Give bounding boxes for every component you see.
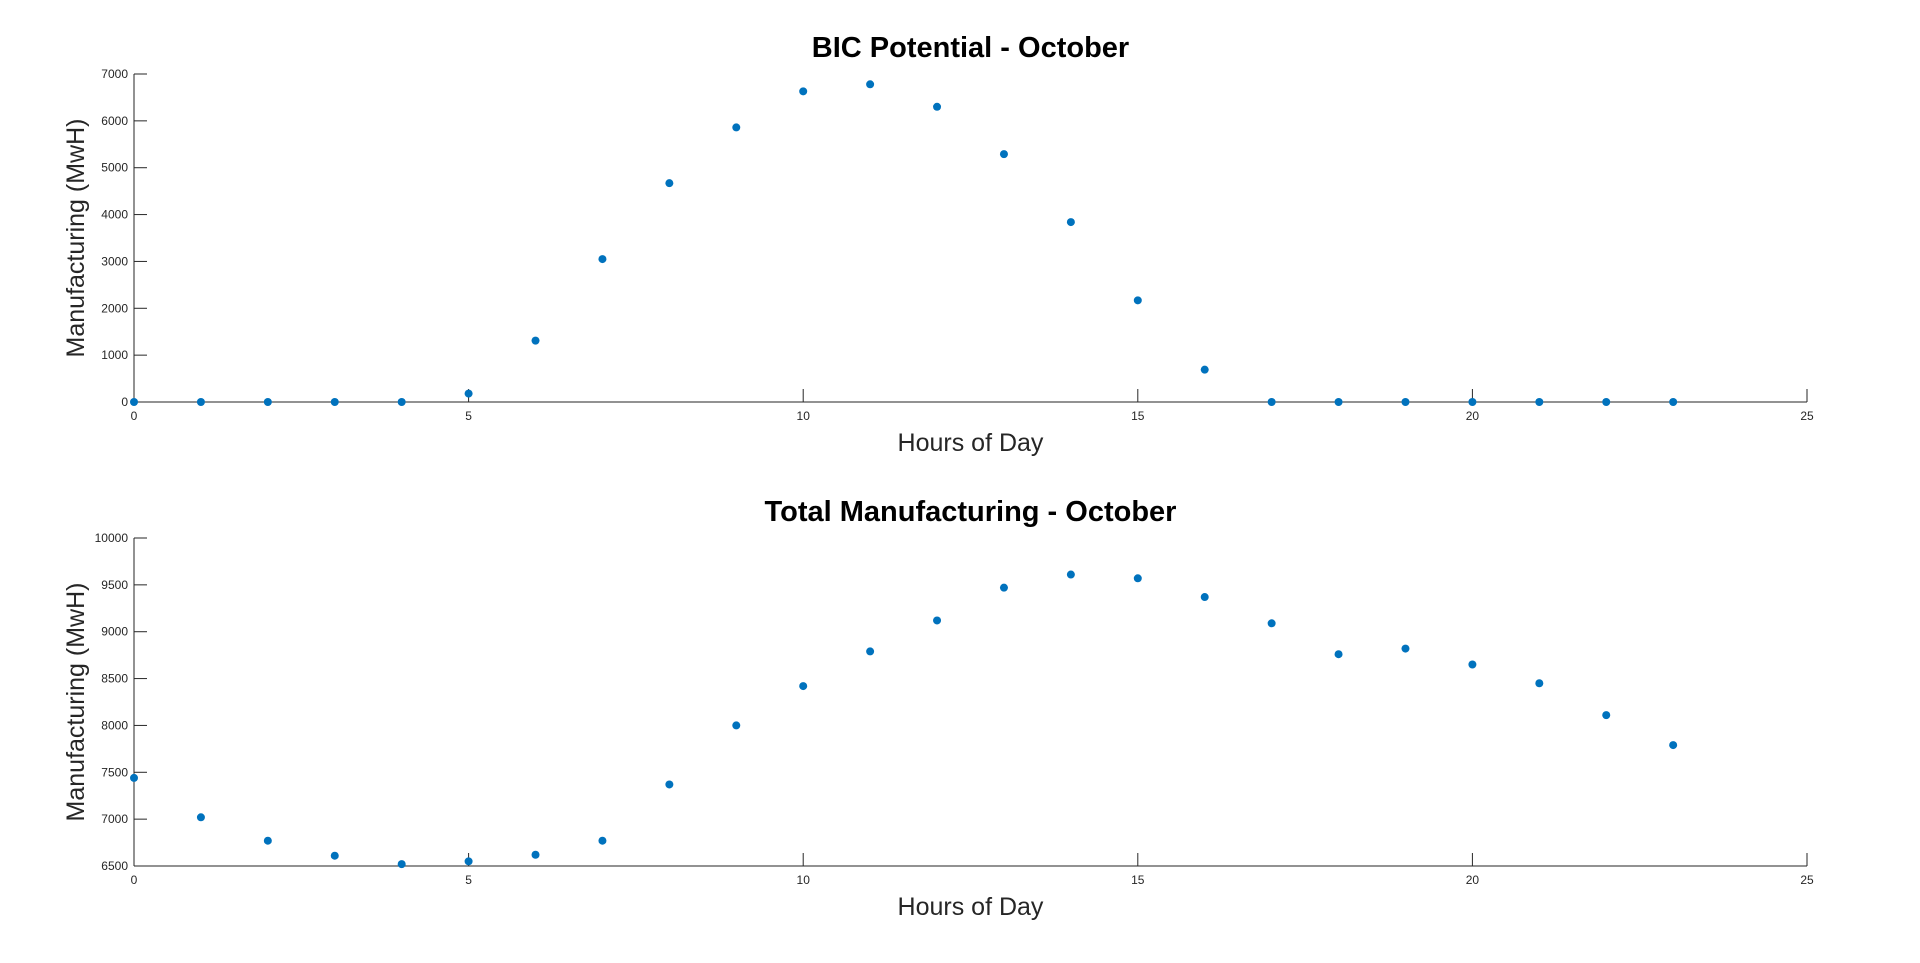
chart-2-data-point xyxy=(1200,593,1209,602)
chart-1-data-point xyxy=(263,398,272,406)
chart-1-y-axis-label: Manufacturing (MwH) xyxy=(62,119,90,358)
chart-2-y-tick-label: 7500 xyxy=(101,765,128,779)
chart-2-x-axis-label: Hours of Day xyxy=(898,893,1044,921)
chart-2-x-tick-label: 5 xyxy=(465,873,472,887)
chart-1-data-point xyxy=(397,398,406,406)
chart-2-data-point xyxy=(999,583,1008,592)
chart-1-data-point xyxy=(531,336,540,345)
chart-2-data-point xyxy=(1334,650,1343,659)
chart-2-data-point xyxy=(1401,644,1410,653)
chart-2-x-tick-label: 10 xyxy=(797,873,811,887)
chart-2-y-tick-label: 10000 xyxy=(95,531,129,545)
chart-2-data-point xyxy=(732,721,741,730)
chart-1-y-tick-label: 2000 xyxy=(101,301,128,315)
chart-2-data-point xyxy=(1535,679,1544,688)
chart-1-x-tick-label: 15 xyxy=(1131,409,1145,423)
chart-1-data-point xyxy=(196,398,205,406)
chart-2-y-tick-label: 8000 xyxy=(101,718,128,732)
chart-2-data-point xyxy=(330,851,339,860)
chart-1-data-point xyxy=(1602,398,1611,406)
chart-1-x-tick-label: 0 xyxy=(131,409,138,423)
chart-2: Total Manufacturing - October 0 5 10 15 20 25 6… xyxy=(62,496,1814,921)
chart-1-y-tick-label: 3000 xyxy=(101,254,128,268)
chart-1-x-tick-label: 25 xyxy=(1800,409,1814,423)
chart-1-data-point xyxy=(1267,398,1276,406)
chart-1-data-point xyxy=(1669,398,1678,406)
chart-2-data-point xyxy=(1602,711,1611,720)
chart-2-y-tick-label: 6500 xyxy=(101,859,128,873)
chart-2-data-point xyxy=(1468,660,1477,669)
chart-1-title: BIC Potential - October xyxy=(812,32,1129,64)
chart-1: BIC Potential - October 0 5 10 15 20 25 0 1000 20… xyxy=(62,32,1814,457)
chart-2-data-point xyxy=(1066,570,1075,579)
chart-2-x-tick-label: 15 xyxy=(1131,873,1145,887)
chart-2-data-point xyxy=(1133,574,1142,583)
chart-2-y-tick-label: 7000 xyxy=(101,812,128,826)
chart-2-data-point xyxy=(799,682,808,691)
chart-1-data-point xyxy=(732,123,741,132)
chart-1-y-tick-label: 6000 xyxy=(101,114,128,128)
chart-2-x-tick-label: 25 xyxy=(1800,873,1814,887)
chart-2-data-point xyxy=(130,773,138,782)
chart-2-data-point xyxy=(531,850,540,859)
chart-2-x-tick-label: 20 xyxy=(1466,873,1480,887)
chart-1-data-point xyxy=(665,179,674,188)
chart-1-data-point xyxy=(130,398,138,406)
chart-2-title: Total Manufacturing - October xyxy=(765,496,1177,528)
chart-2-y-tick-label: 9500 xyxy=(101,578,128,592)
chart-2-data-point xyxy=(598,836,607,845)
chart-2-data-point xyxy=(397,860,406,869)
chart-2-data-point xyxy=(263,836,272,845)
chart-1-data-point xyxy=(866,80,875,89)
chart-2-data-point xyxy=(665,780,674,789)
chart-1-data-point xyxy=(464,389,473,398)
chart-1-x-tick-label: 10 xyxy=(797,409,811,423)
chart-1-y-tick-label: 5000 xyxy=(101,161,128,175)
chart-1-x-axis-label: Hours of Day xyxy=(898,429,1044,457)
chart-2-data-point xyxy=(1267,619,1276,628)
chart-2-y-tick-label: 9000 xyxy=(101,625,128,639)
chart-1-data-point xyxy=(799,87,808,96)
chart-1-data-point xyxy=(1401,398,1410,406)
chart-1-data-point xyxy=(999,150,1008,159)
chart-1-data-point xyxy=(598,255,607,264)
chart-2-data-point xyxy=(464,857,473,866)
chart-1-x-tick-label: 5 xyxy=(465,409,472,423)
chart-2-data-point xyxy=(933,616,942,625)
chart-2-x-tick-label: 0 xyxy=(131,873,138,887)
chart-1-data-point xyxy=(1535,398,1544,406)
chart-1-y-tick-label: 4000 xyxy=(101,208,128,222)
chart-1-y-tick-label: 1000 xyxy=(101,348,128,362)
chart-2-data-point xyxy=(196,813,205,822)
chart-1-data-point xyxy=(330,398,339,406)
chart-1-data-point xyxy=(1133,296,1142,305)
chart-1-data-point xyxy=(1200,365,1209,374)
chart-2-data-point xyxy=(866,647,875,656)
chart-1-y-tick-label: 7000 xyxy=(101,67,128,81)
chart-1-y-tick-label: 0 xyxy=(121,395,128,409)
chart-1-series-1 xyxy=(130,80,1678,406)
chart-1-x-tick-label: 20 xyxy=(1466,409,1480,423)
chart-2-series-1 xyxy=(130,570,1678,869)
chart-1-data-point xyxy=(1066,218,1075,227)
chart-1-data-point xyxy=(1468,398,1477,406)
chart-1-data-point xyxy=(1334,398,1343,406)
chart-1-data-point xyxy=(933,102,942,111)
chart-2-y-axis-label: Manufacturing (MwH) xyxy=(62,583,90,822)
chart-2-data-point xyxy=(1669,741,1678,750)
chart-2-y-tick-label: 8500 xyxy=(101,672,128,686)
